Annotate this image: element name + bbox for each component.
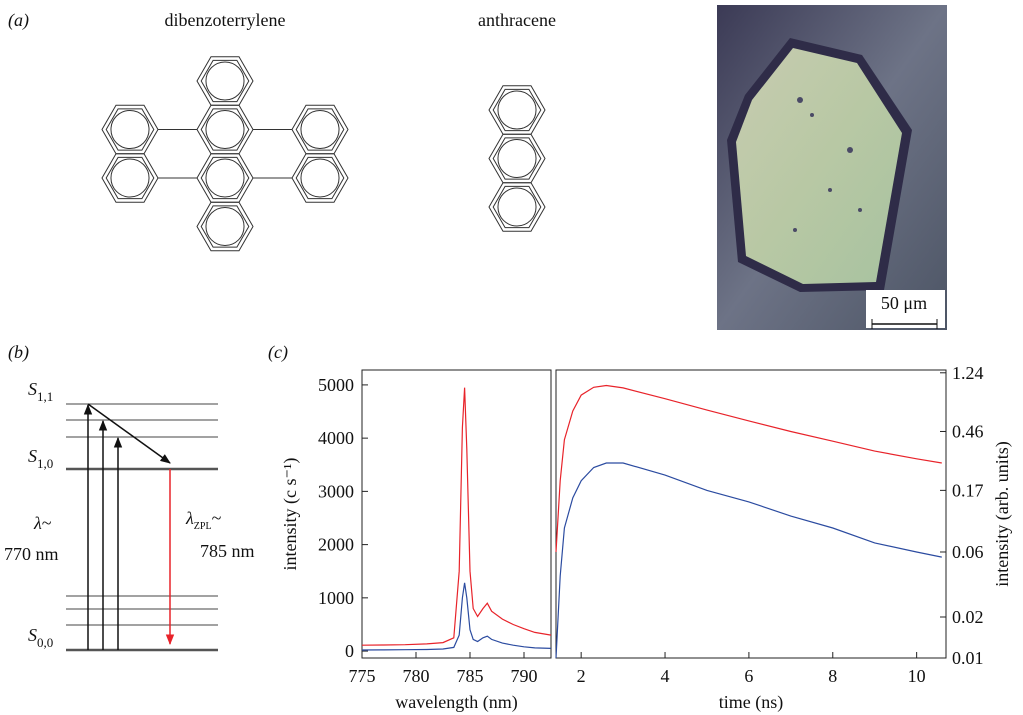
- x-tick-label: 8: [828, 666, 837, 686]
- level-label: S0,0: [28, 625, 53, 650]
- ring-inner: [492, 88, 542, 132]
- ring: [291, 104, 349, 155]
- ring: [291, 153, 349, 203]
- ring-inner: [492, 137, 542, 180]
- ring-inner: [200, 108, 250, 151]
- subscript: 1,1: [37, 389, 53, 404]
- molecule-name: dibenzoterrylene: [165, 10, 286, 30]
- ring-circle: [205, 109, 245, 150]
- ring-inner: [295, 108, 345, 151]
- y-tick-label: 0.02: [952, 607, 984, 627]
- symbol: λ: [185, 508, 194, 528]
- symbol: S: [28, 625, 37, 645]
- y-tick-label: 0.06: [952, 542, 984, 562]
- panel-label: (c): [268, 342, 288, 363]
- ring-circle: [300, 109, 340, 150]
- y-axis-label: intensity (arb. units): [992, 441, 1013, 586]
- y-axis-label: intensity (c s⁻¹): [280, 458, 301, 571]
- data-line: [555, 462, 942, 659]
- x-axis-label: wavelength (nm): [395, 692, 517, 713]
- ring-circle: [205, 206, 245, 247]
- x-tick-label: 785: [457, 666, 484, 686]
- x-tick-label: 790: [511, 666, 538, 686]
- ring-inner: [295, 156, 345, 200]
- symbol: S: [28, 446, 37, 466]
- y-tick-label: 0: [345, 641, 354, 661]
- ring-circle: [205, 158, 245, 198]
- ring: [488, 182, 546, 232]
- x-axis-label: time (ns): [719, 692, 784, 713]
- y-tick-label: 0.17: [952, 480, 984, 500]
- emission-wavelength: 785 nm: [200, 541, 255, 561]
- tilde: ~: [212, 508, 222, 528]
- ring: [196, 104, 254, 155]
- ring-inner: [492, 185, 542, 229]
- y-tick-label: 1000: [318, 588, 354, 608]
- y-tick-label: 4000: [318, 428, 354, 448]
- ring-inner: [200, 156, 250, 200]
- data-line: [361, 582, 552, 651]
- excitation-label: λ~: [33, 513, 52, 533]
- data-line: [555, 384, 942, 553]
- molecule-structures: [101, 56, 546, 252]
- ring: [196, 153, 254, 203]
- ring-inner: [200, 205, 250, 248]
- symbol: S: [28, 379, 37, 399]
- plot-frame: [361, 369, 552, 659]
- ring: [488, 85, 546, 135]
- y-tick-label: 5000: [318, 375, 354, 395]
- data-line: [361, 387, 552, 646]
- symbol: λ: [33, 513, 42, 533]
- level-label: S1,0: [28, 446, 53, 471]
- x-tick-label: 780: [403, 666, 430, 686]
- ring-circle: [205, 61, 245, 101]
- panel-label: (a): [8, 10, 29, 31]
- charts: 775 780 785 790 0 1000 2000 3000 4000 5000 wavelen…: [280, 363, 1013, 713]
- x-tick-label: 775: [349, 666, 376, 686]
- ring: [101, 153, 159, 203]
- subscript: 1,0: [37, 456, 53, 471]
- molecule-name: anthracene: [478, 10, 556, 30]
- ring-circle: [497, 187, 537, 227]
- x-tick-label: 2: [577, 666, 586, 686]
- ring-circle: [110, 158, 150, 198]
- ring: [196, 56, 254, 106]
- ring: [101, 104, 159, 155]
- energy-diagram: [66, 403, 218, 652]
- micrograph: 50 μm: [717, 5, 947, 330]
- ring-circle: [110, 109, 150, 150]
- y-tick-label: 1.24: [952, 363, 984, 383]
- ring-circle: [300, 158, 340, 198]
- subscript: ZPL: [194, 521, 212, 532]
- level-label: S1,1: [28, 379, 53, 404]
- ring-circle: [497, 90, 537, 130]
- y-tick-label: 3000: [318, 481, 354, 501]
- scale-bar-label: 50 μm: [881, 293, 927, 313]
- y-tick-label: 0.01: [952, 648, 984, 668]
- ring: [488, 133, 546, 184]
- x-tick-label: 4: [661, 666, 670, 686]
- subscript: 0,0: [37, 635, 53, 650]
- emission-label: λZPL~: [185, 508, 222, 532]
- ring-inner: [200, 59, 250, 103]
- y-tick-label: 0.46: [952, 421, 984, 441]
- excitation-wavelength: 770 nm: [4, 544, 59, 564]
- ring-circle: [497, 138, 537, 179]
- y-tick-label: 2000: [318, 535, 354, 555]
- tilde: ~: [42, 513, 52, 533]
- ring-inner: [105, 108, 155, 151]
- plot-frame: [555, 369, 947, 659]
- x-tick-label: 10: [908, 666, 926, 686]
- ring-inner: [105, 156, 155, 200]
- panel-label: (b): [8, 342, 29, 363]
- x-tick-label: 6: [744, 666, 753, 686]
- ring: [196, 201, 254, 252]
